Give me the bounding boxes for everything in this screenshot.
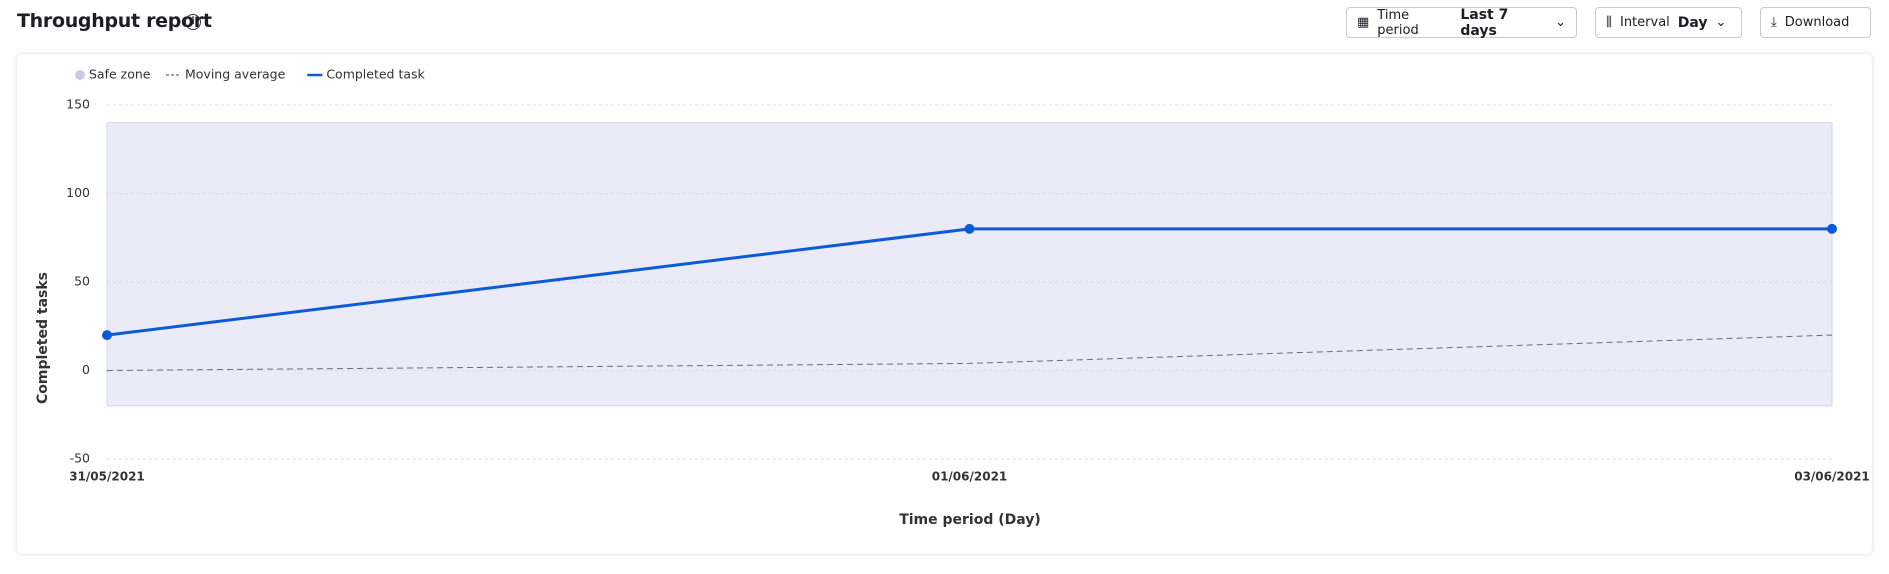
button-value: Day: [1677, 14, 1708, 31]
data-point: [1827, 223, 1837, 234]
y-tick-label: 0: [82, 362, 90, 377]
series-line: [106, 334, 1833, 371]
interval-icon: ⫼: [1606, 15, 1612, 30]
data-point: [102, 330, 112, 341]
download-button[interactable]: ⤓ Download: [1760, 7, 1871, 38]
y-tick-label: 150: [66, 97, 90, 112]
download-icon: ⤓: [1771, 15, 1777, 30]
x-tick-label: 01/06/2021: [932, 470, 1008, 484]
info-icon[interactable]: i: [185, 14, 201, 30]
legend-label: Moving average: [185, 67, 286, 82]
button-value: Last 7 days: [1460, 6, 1509, 39]
calendar-icon: ▦: [1357, 15, 1370, 30]
chevron: ⌄: [1555, 15, 1566, 30]
time-period-button[interactable]: ▦ Time period Last 7 days ⌄: [1346, 6, 1577, 39]
x-axis-title: Time period (Day): [899, 512, 1041, 528]
y-tick-label: -50: [70, 451, 90, 466]
x-tick-label: 31/05/2021: [69, 470, 145, 484]
safe-zone: [106, 122, 1833, 407]
legend-label: Safe zone: [89, 67, 151, 82]
legend-label: Completed task: [326, 67, 425, 82]
button-label: Download: [1784, 15, 1850, 30]
button-label: Interval: [1619, 15, 1670, 30]
y-axis-title: Completed tasks: [35, 272, 51, 404]
data-point: [964, 223, 975, 234]
page-title: Throughput report: [17, 10, 212, 32]
button-label: Time period: [1377, 7, 1419, 38]
legend-swatch: [75, 70, 85, 80]
interval-button[interactable]: ⫼ Interval Day ⌄: [1595, 7, 1742, 38]
y-tick-label: 100: [66, 185, 90, 200]
x-tick-label: 03/06/2021: [1794, 470, 1870, 484]
chevron: ⌄: [1715, 15, 1727, 30]
y-tick-label: 50: [74, 274, 90, 289]
